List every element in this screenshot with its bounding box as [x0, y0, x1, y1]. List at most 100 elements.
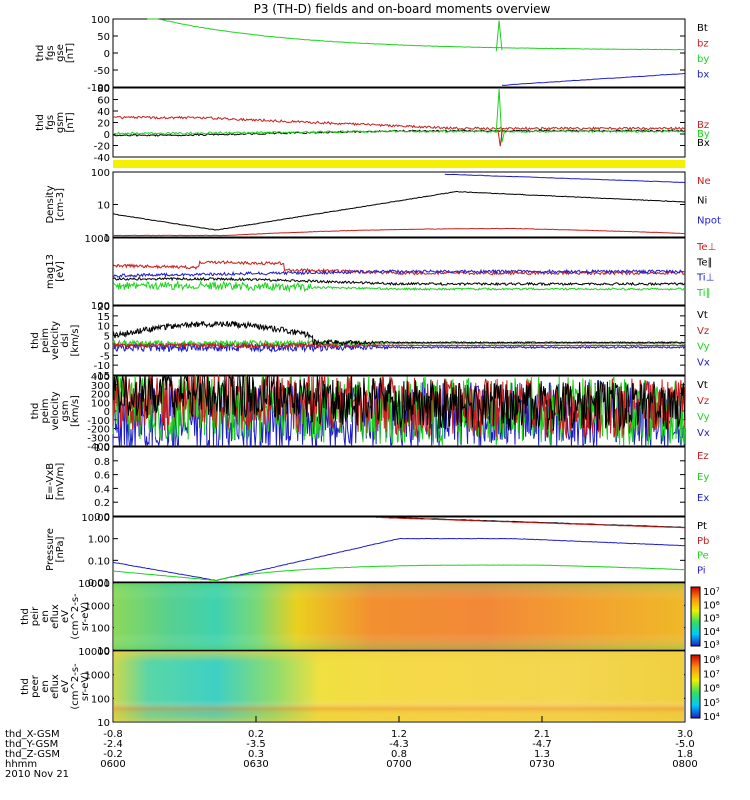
colorbar-label: 10³ [703, 640, 720, 651]
legend-ti⊥: Ti⊥ [696, 273, 714, 284]
y-tick-label: 300 [91, 381, 110, 392]
colorbar-label: 10⁴ [703, 712, 720, 723]
y-axis-label: gsm [55, 112, 66, 133]
series-vz [112, 341, 686, 350]
legend-vt: Vt [697, 310, 708, 321]
legend-ey: Ey [697, 472, 709, 483]
panel-frame [112, 18, 686, 88]
colorbar-label: 10⁶ [703, 600, 720, 611]
y-tick-label: 40 [97, 107, 110, 118]
y-axis-label: gse [55, 44, 66, 62]
panel-frame [112, 87, 686, 158]
y-axis-label: thd [30, 403, 41, 420]
y-tick-label: -300 [87, 433, 110, 444]
y-axis-label: [nT] [65, 112, 76, 132]
y-tick-label: -15 [94, 371, 110, 382]
x-tick-label: 3.0 [677, 729, 693, 740]
panel-efield: 1.0 0.8 0.6 0.4 0.2 0.0 E=-VxB [mV/m] Ez Ey Ex [45, 443, 709, 523]
colorbar-label: 10⁷ [703, 669, 720, 680]
x-axis-row-label: thd_Z-GSM [5, 749, 60, 760]
y-tick-label: 1.00 [88, 535, 110, 546]
x-tick-label: -2.4 [103, 739, 123, 750]
y-axis-label: [km/s] [70, 395, 81, 427]
y-tick-label: -40 [94, 153, 110, 164]
y-tick-label: 0.0 [94, 512, 110, 523]
y-axis-label: peim [40, 328, 51, 353]
legend-ni: Ni [697, 196, 707, 207]
y-tick-label: 1.0 [94, 443, 110, 454]
panel-temperature: 1000 100 mag13 [eV] Te⊥ Te∥ Ti⊥ Ti∥ [45, 234, 716, 312]
y-axis-label: en [40, 680, 51, 693]
x-tick-label: 1.2 [391, 729, 407, 740]
x-axis-row-label: hhmm [5, 759, 37, 770]
legend-bx: bx [697, 70, 709, 81]
y-axis-label: fgs [45, 115, 56, 130]
y-tick-label: 0.10 [88, 556, 110, 567]
x-tick-label: -0.2 [103, 749, 123, 760]
colorbar [690, 654, 701, 719]
y-axis-label: fgs [45, 45, 56, 60]
y-tick-label: 80 [97, 84, 110, 95]
y-axis-label: eflux [50, 604, 61, 629]
series-by [147, 18, 685, 51]
y-tick-label: 10.00 [81, 513, 110, 524]
y-axis-label: (cm^2-s- [70, 593, 81, 640]
y-axis-label: thd [20, 678, 31, 695]
y-axis-label: Density [45, 185, 56, 223]
panel-frame [112, 305, 686, 376]
y-tick-label: 10 [97, 718, 110, 729]
y-axis-label: thd [35, 45, 46, 62]
y-tick-label: 20 [97, 119, 110, 130]
legend-vz: Vz [697, 326, 709, 337]
y-axis-label: mag13 [45, 254, 56, 289]
series-ni [112, 191, 686, 231]
panel-frame [112, 237, 686, 306]
chart-title: P3 (TH-D) fields and on-board moments ov… [254, 2, 551, 16]
y-axis-label: [nPa] [55, 536, 66, 562]
x-tick-label: -3.5 [246, 739, 266, 750]
series-ne [112, 227, 685, 237]
y-axis-label: en [40, 610, 51, 623]
y-axis-label: gsm [60, 400, 71, 421]
y-tick-label: -5 [100, 351, 110, 362]
y-tick-label: 100 [91, 301, 110, 312]
y-axis-label: [eV] [55, 261, 66, 282]
series-ti-par [112, 280, 685, 293]
y-axis-label: velocity [50, 321, 61, 360]
colorbar-label: 10⁵ [703, 614, 720, 625]
y-tick-label: 10 [97, 322, 110, 333]
spike-by [495, 20, 503, 52]
series-by [112, 129, 685, 136]
panel-peir: 10000 1000 100 10 thd peir en eflux eV (cm^2-s-sr… [20, 579, 720, 657]
y-tick-label: -20 [94, 142, 110, 153]
series-bz [112, 115, 686, 131]
y-tick-label: 100 [91, 168, 110, 179]
y-tick-label: -400 [87, 442, 110, 453]
colorbar-label: 10⁷ [703, 587, 720, 598]
y-tick-label: -50 [94, 66, 110, 77]
x-tick-label: 0730 [529, 759, 554, 770]
series-ti-perp [112, 268, 686, 278]
y-tick-label: -10 [94, 361, 110, 372]
y-axis-label: peir [30, 606, 41, 626]
y-tick-label: 10 [97, 646, 110, 657]
x-tick-label: 0630 [243, 759, 268, 770]
y-axis-label: [nT] [65, 43, 76, 63]
y-axis-label: eflux [50, 674, 61, 699]
y-tick-label: -200 [87, 425, 110, 436]
x-axis-row-label: thd_X-GSM [5, 729, 60, 740]
quality-flag-bar [113, 160, 685, 168]
y-tick-label: 0.4 [94, 484, 110, 495]
y-tick-label: 0.2 [94, 498, 110, 509]
legend-vy: Vy [697, 412, 710, 423]
colorbar [690, 586, 701, 647]
legend-bz: bz [697, 39, 709, 50]
y-tick-label: 10000 [78, 647, 110, 658]
series-te-par [112, 276, 686, 287]
y-axis-label: sr-eV) [80, 672, 91, 701]
legend-vz: Vz [697, 396, 709, 407]
y-tick-label: 0 [104, 341, 110, 352]
series-pi [112, 537, 686, 582]
